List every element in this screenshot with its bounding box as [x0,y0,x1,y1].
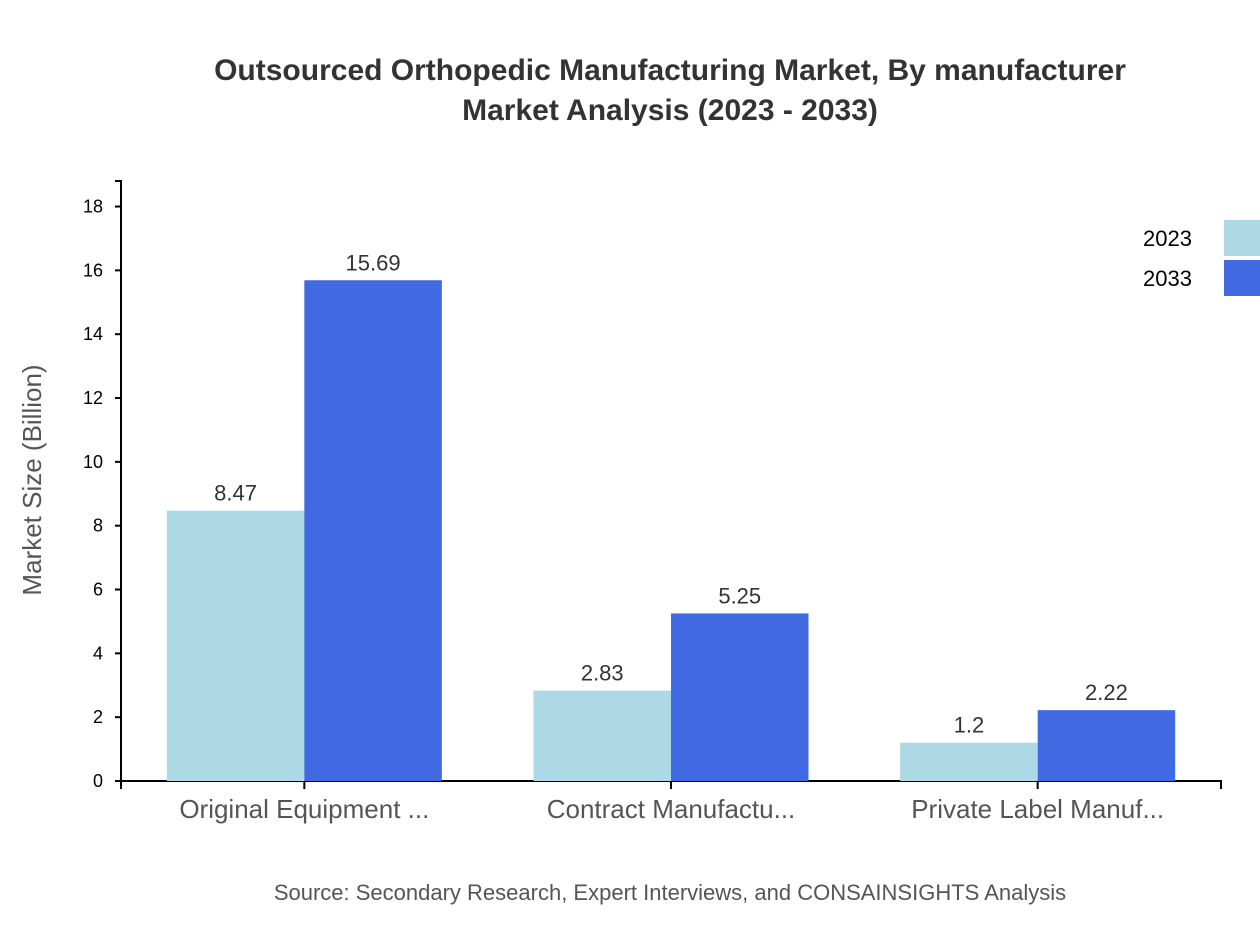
y-tick-label: 2 [93,707,103,727]
chart-title-line-2: Market Analysis (2023 - 2033) [462,94,878,127]
bar-2033 [1037,710,1176,781]
source-note: Source: Secondary Research, Expert Inter… [274,880,1066,905]
bar-2033 [671,613,809,781]
bar-2023 [900,742,1038,781]
legend-label: 2023 [1143,226,1192,251]
y-axis-label: Market Size (Billion) [17,364,47,595]
y-tick-label: 8 [93,516,103,536]
data-label: 8.47 [214,481,257,506]
bar-2023 [533,690,671,781]
y-tick-label: 4 [93,643,103,663]
bar-2033 [304,280,442,781]
data-label: 15.69 [346,250,401,275]
y-tick-label: 14 [83,324,103,344]
y-tick-label: 10 [83,452,103,472]
legend-swatch [1224,220,1260,256]
data-label: 5.25 [718,583,761,608]
x-tick-label: Private Label Manuf... [911,794,1164,824]
y-tick-label: 18 [83,197,103,217]
data-label: 1.2 [954,713,985,738]
x-tick-label: Contract Manufactu... [547,794,796,824]
data-label: 2.83 [581,661,624,686]
y-tick-label: 16 [83,260,103,280]
x-tick-label: Original Equipment ... [179,794,429,824]
bar-2023 [166,510,305,781]
legend-swatch [1224,260,1260,296]
y-tick-label: 6 [93,580,103,600]
chart-title-line-1: Outsourced Orthopedic Manufacturing Mark… [214,54,1126,87]
y-tick-label: 12 [83,388,103,408]
y-tick-label: 0 [93,771,103,791]
data-label: 2.22 [1085,680,1128,705]
legend-label: 2033 [1143,266,1192,291]
